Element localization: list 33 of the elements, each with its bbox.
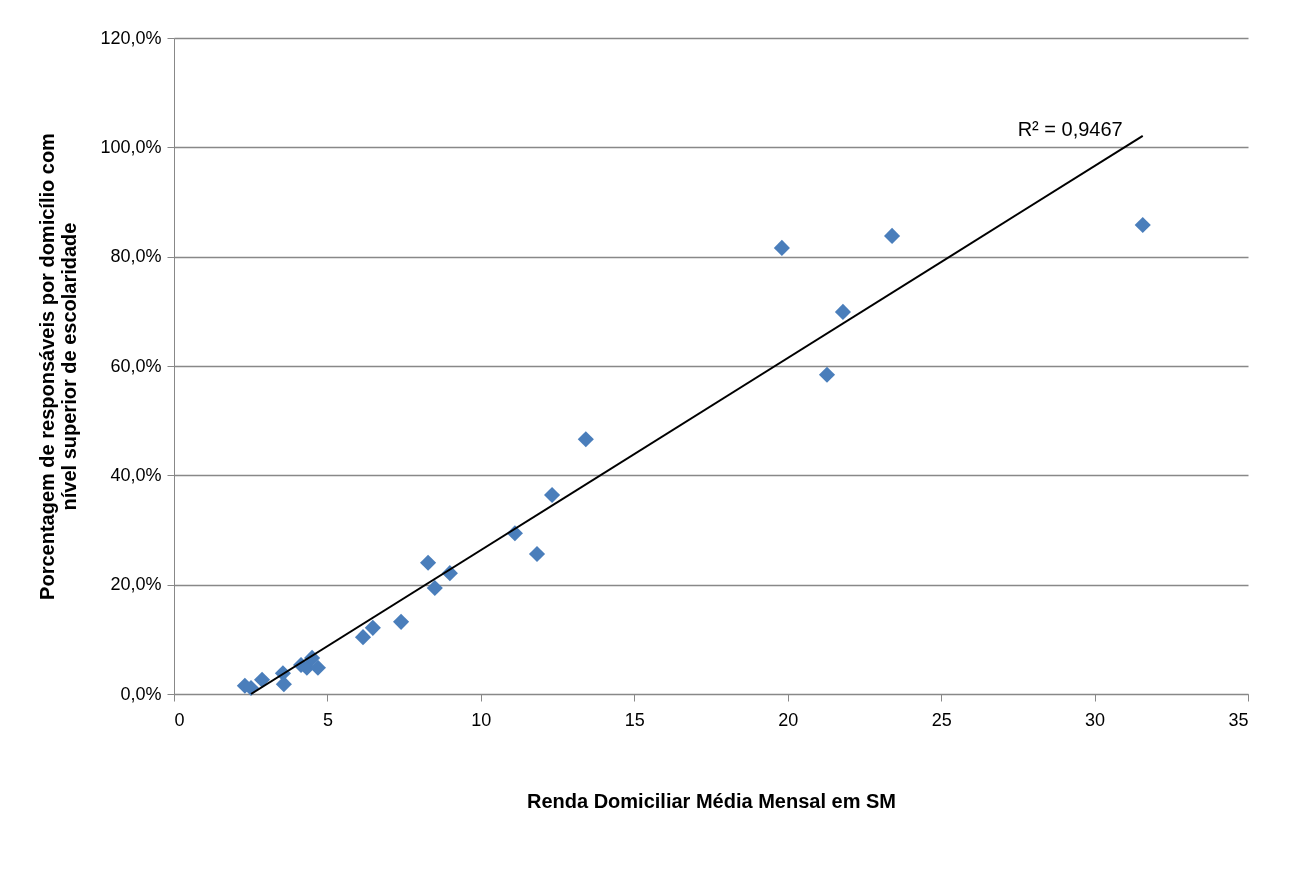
x-tick-label: 25 — [931, 709, 952, 730]
point — [773, 239, 790, 256]
x-tick-label: 15 — [624, 709, 645, 730]
y-tick-label: 60,0% — [110, 355, 162, 376]
y-tick-label: 40,0% — [110, 464, 162, 485]
point — [543, 486, 561, 504]
x-axis-title: Renda Domiciliar Média Mensal em SM — [527, 789, 896, 812]
point — [426, 579, 443, 597]
point — [577, 431, 594, 448]
y-tick-label: 80,0% — [110, 246, 162, 267]
y-tick-label: 100,0% — [100, 136, 162, 157]
point — [393, 613, 410, 630]
y-tick-label: 0,0% — [120, 683, 162, 704]
x-tick-label: 30 — [1085, 709, 1106, 730]
x-tick-label: 10 — [471, 709, 492, 730]
point — [364, 619, 381, 636]
y-axis-title: Porcentagem de responsáveis por domicílio com nível superior de escolaridade — [36, 133, 81, 600]
point — [275, 676, 292, 693]
annotation: R² = 0,9467 — [1017, 117, 1123, 140]
point — [254, 671, 271, 688]
point — [528, 545, 546, 563]
point — [420, 554, 437, 571]
point — [883, 227, 901, 244]
x-tick-label: 0 — [174, 709, 185, 730]
point — [354, 629, 372, 646]
point — [1134, 216, 1151, 234]
x-tick-label: 20 — [778, 709, 799, 730]
y-tick-label: 120,0% — [100, 27, 162, 48]
y-tick-label: 20,0% — [110, 574, 162, 595]
point — [834, 303, 852, 320]
point — [818, 366, 836, 383]
x-tick-label: 5 — [322, 709, 333, 730]
x-tick-label: 35 — [1228, 709, 1249, 730]
